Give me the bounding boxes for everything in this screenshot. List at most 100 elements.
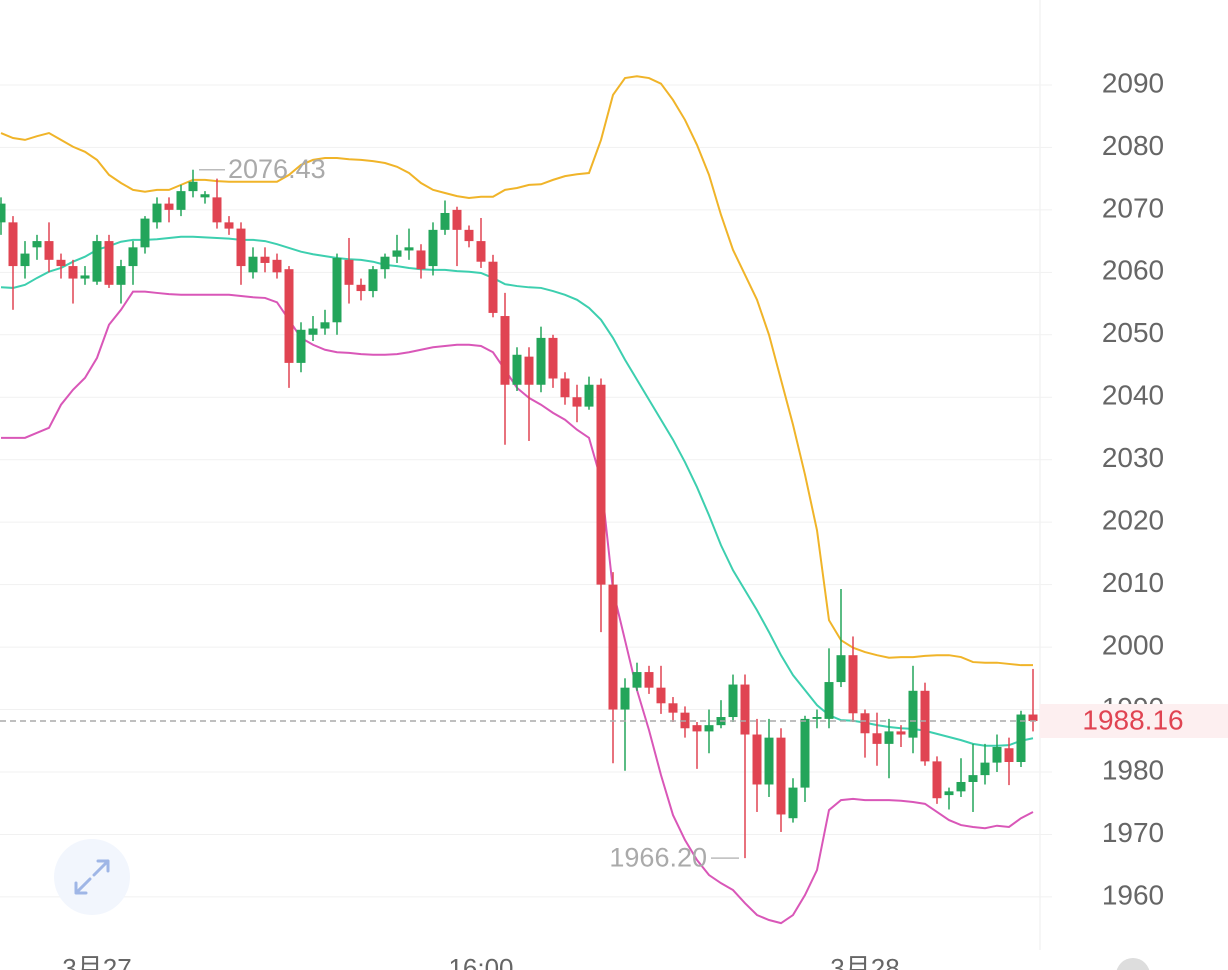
candle-body — [440, 212, 450, 230]
y-tick-label: 1960 — [1102, 879, 1164, 910]
candle-body — [368, 269, 378, 292]
candle-body — [776, 737, 786, 815]
candle-body — [524, 356, 534, 385]
candle-body — [128, 247, 138, 267]
candle-body — [44, 241, 54, 260]
candle-body — [428, 229, 438, 267]
candle-body — [968, 775, 978, 782]
candle-body — [1028, 714, 1038, 722]
y-tick-label: 2050 — [1102, 317, 1164, 348]
y-tick-label: 2090 — [1102, 67, 1164, 98]
y-tick-label: 2000 — [1102, 629, 1164, 660]
candle-body — [416, 250, 426, 270]
candle-body — [896, 731, 906, 735]
candle-body — [932, 761, 942, 799]
candle-body — [380, 256, 390, 270]
band-line — [0, 235, 1034, 747]
candle-body — [236, 228, 246, 267]
candle-body — [140, 218, 150, 248]
candle-body — [908, 690, 918, 738]
candle-body — [272, 259, 282, 273]
candle-body — [536, 337, 546, 385]
candle-body — [548, 337, 558, 379]
scroll-handle[interactable] — [1116, 958, 1150, 970]
candle-body — [308, 328, 318, 335]
candle-body — [824, 682, 834, 719]
candle-body — [1004, 748, 1014, 762]
candle-body — [704, 725, 714, 732]
x-tick-label: 3月28 — [830, 953, 899, 970]
candle-body — [884, 731, 894, 744]
candle-body — [668, 703, 678, 713]
candle-body — [56, 259, 66, 267]
y-tick-label: 1980 — [1102, 754, 1164, 785]
candle-body — [212, 197, 222, 223]
candle-body — [248, 256, 258, 273]
candle-body — [728, 684, 738, 718]
candle-body — [800, 718, 810, 788]
band-line — [0, 75, 1033, 667]
candle-body — [104, 241, 114, 285]
candle-body — [656, 687, 666, 704]
y-tick-label: 2040 — [1102, 380, 1164, 411]
candle-body — [836, 655, 846, 683]
candle-body — [332, 257, 342, 323]
expand-icon[interactable] — [74, 859, 110, 895]
expand-bg[interactable] — [54, 839, 130, 915]
candle-body — [320, 322, 330, 329]
candle-body — [872, 733, 882, 744]
y-tick-label: 2020 — [1102, 505, 1164, 536]
candle-body — [32, 241, 42, 248]
candle-body — [632, 672, 642, 688]
candle-body — [860, 713, 870, 734]
candle-body — [20, 253, 30, 267]
candle-body — [848, 655, 858, 714]
candle-body — [476, 241, 486, 262]
candle-body — [740, 684, 750, 735]
x-tick-label: 16:00 — [448, 953, 513, 970]
candle-body — [488, 261, 498, 313]
candle-body — [944, 791, 954, 796]
candle-body — [164, 203, 174, 210]
candle-body — [560, 378, 570, 398]
plot: 1960197019801990200020102020203020402050… — [0, 67, 1228, 970]
y-tick-label: 2010 — [1102, 567, 1164, 598]
price-label-bg — [1040, 704, 1228, 739]
candle-body — [152, 203, 162, 223]
candle-body — [356, 284, 366, 292]
candle-body — [224, 222, 234, 229]
y-tick-label: 2070 — [1102, 192, 1164, 223]
candle-body — [188, 181, 198, 192]
candle-body — [176, 191, 186, 210]
candle-body — [764, 737, 774, 785]
candle-body — [980, 762, 990, 776]
candle-body — [200, 194, 210, 198]
candle-body — [8, 222, 18, 267]
y-tick-label: 2080 — [1102, 130, 1164, 161]
candle-body — [0, 203, 6, 223]
candle-body — [608, 584, 618, 710]
candle-body — [464, 229, 474, 242]
candle-body — [404, 247, 414, 251]
candle-body — [344, 259, 354, 285]
candle-body — [992, 747, 1002, 763]
candle-body — [1016, 714, 1026, 762]
candle-body — [284, 269, 294, 363]
y-tick-label: 2030 — [1102, 442, 1164, 473]
high-marker-label: 2076.43 — [228, 154, 326, 184]
candle-body — [68, 266, 78, 279]
candle-body — [812, 717, 822, 719]
candle-body — [92, 241, 102, 282]
candle-body — [692, 725, 702, 732]
y-tick-label: 2060 — [1102, 255, 1164, 286]
candle-body — [644, 672, 654, 688]
candle-body — [80, 275, 90, 279]
candle-body — [512, 354, 522, 385]
candle-body — [500, 316, 510, 385]
candle-body — [260, 256, 270, 263]
candle-body — [752, 734, 762, 785]
expand-button[interactable] — [54, 839, 130, 915]
candle-body — [392, 250, 402, 257]
candle-body — [296, 329, 306, 363]
